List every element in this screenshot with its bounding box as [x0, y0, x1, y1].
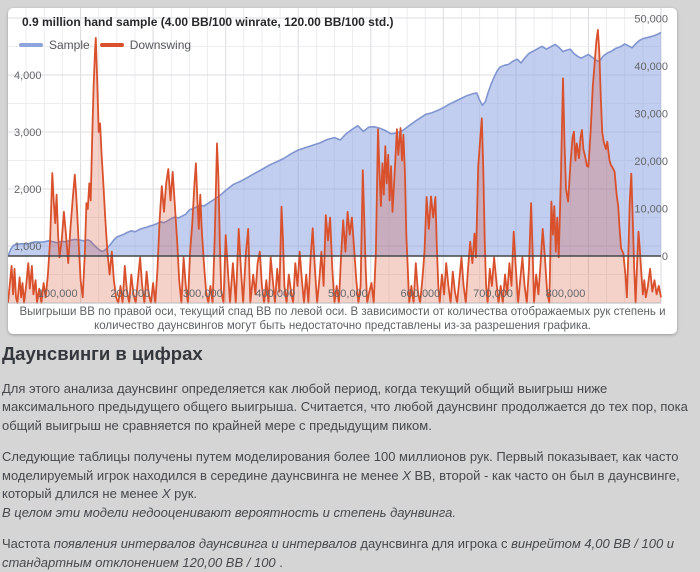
chart-card: 50,000 40,000 30,000 20,000 10,000 0 4,000 3,00… [8, 8, 677, 334]
svg-text:10,000: 10,000 [634, 204, 668, 216]
frequency-paragraph: Частота появления интервалов даунсвинга … [2, 536, 675, 570]
legend-label-downswing: Downswing [129, 38, 192, 52]
svg-text:50,000: 50,000 [634, 13, 668, 25]
svg-text:600,000: 600,000 [401, 288, 441, 300]
svg-text:4,000: 4,000 [14, 70, 42, 82]
section-heading: Даунсвинги в цифрах [2, 343, 203, 364]
svg-text:40,000: 40,000 [634, 61, 668, 73]
svg-text:500,000: 500,000 [328, 288, 368, 300]
chart-title: 0.9 million hand sample (4.00 BB/100 win… [22, 15, 394, 29]
svg-text:30,000: 30,000 [634, 108, 668, 120]
simulation-paragraph: Следующие таблицы получены путем моделир… [2, 449, 680, 520]
svg-text:2,000: 2,000 [14, 184, 42, 196]
svg-text:3,000: 3,000 [14, 127, 42, 139]
legend-label-sample: Sample [49, 38, 90, 52]
svg-text:200,000: 200,000 [110, 288, 150, 300]
downswing-chart-plot[interactable]: 50,000 40,000 30,000 20,000 10,000 0 4,000 3,00… [8, 8, 677, 304]
chart-legend: Sample Downswing [19, 38, 191, 52]
svg-text:700,000: 700,000 [473, 288, 513, 300]
downswing-swatch-icon [99, 43, 124, 47]
sample-swatch-icon [19, 43, 43, 47]
downswings-section: Даунсвинги в цифрах Для этого анализа да… [2, 343, 699, 572]
svg-text:20,000: 20,000 [634, 156, 668, 168]
legend-item-sample[interactable]: Sample [19, 38, 90, 52]
svg-text:100,000: 100,000 [38, 288, 78, 300]
svg-text:300,000: 300,000 [183, 288, 223, 300]
svg-text:1,000: 1,000 [14, 241, 42, 253]
svg-text:400,000: 400,000 [255, 288, 295, 300]
svg-text:800,000: 800,000 [546, 288, 586, 300]
page: { "page_background": "#d5d5d5", "chart_c… [2, 8, 688, 570]
definition-paragraph: Для этого анализа даунсвинг определяется… [2, 381, 688, 433]
svg-text:0: 0 [662, 251, 668, 263]
chart-caption: Выигрыши ВВ по правой оси, текущий спад … [19, 306, 666, 333]
legend-item-downswing[interactable]: Downswing [99, 38, 192, 52]
